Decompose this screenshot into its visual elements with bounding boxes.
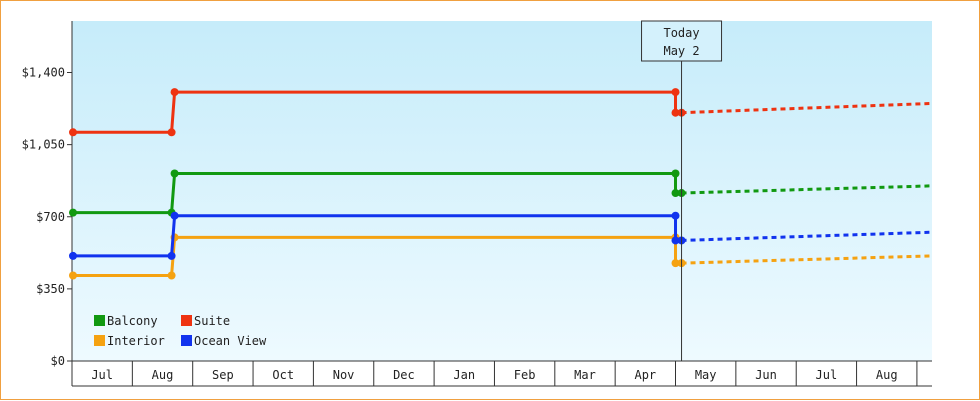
series-point <box>170 211 179 220</box>
legend-swatch <box>181 315 192 326</box>
legend-swatch <box>181 335 192 346</box>
x-tick-label: Jul <box>91 368 113 382</box>
series-point <box>671 169 680 178</box>
y-tick-label: $700 <box>36 210 65 224</box>
series-point <box>170 169 179 178</box>
legend-label: Balcony <box>107 314 158 328</box>
y-tick-label: $1,050 <box>22 138 65 152</box>
series-point <box>69 251 77 260</box>
x-tick-label: Oct <box>272 368 294 382</box>
series-point <box>167 251 176 260</box>
series-forecast-line <box>681 254 933 265</box>
y-tick-label: $1,400 <box>22 66 65 80</box>
series-point <box>69 208 77 217</box>
x-tick-label: Aug <box>876 368 898 382</box>
x-tick-label: Mar <box>574 368 596 382</box>
legend-swatch <box>94 335 105 346</box>
today-date: May 2 <box>663 44 699 58</box>
series-point <box>69 128 77 137</box>
series-point <box>167 128 176 137</box>
series-forecast-line <box>681 184 933 195</box>
series-point <box>69 271 77 280</box>
y-tick-label: $0 <box>51 354 65 368</box>
plot-background <box>72 21 932 361</box>
y-tick-label: $350 <box>36 282 65 296</box>
x-tick-label: Jul <box>816 368 838 382</box>
x-tick-label: Apr <box>634 368 656 382</box>
series-point <box>671 211 680 220</box>
series-point <box>170 88 179 97</box>
legend-label: Ocean View <box>194 334 267 348</box>
x-tick-label: Dec <box>393 368 415 382</box>
x-tick-label: Jan <box>453 368 475 382</box>
today-box <box>641 20 723 62</box>
series-point <box>671 236 680 245</box>
series-forecast-line <box>681 230 933 242</box>
series-point <box>671 189 680 198</box>
x-tick-label: Sep <box>212 368 234 382</box>
legend-label: Suite <box>194 314 230 328</box>
x-tick-label: Feb <box>514 368 536 382</box>
series-forecast-line <box>681 101 933 115</box>
series-point <box>167 271 176 280</box>
series-point <box>671 259 680 268</box>
series-point <box>671 88 680 97</box>
today-label: Today <box>663 26 699 40</box>
x-tick-label: May <box>695 368 717 382</box>
x-tick-label: Aug <box>152 368 174 382</box>
x-tick-label: Jun <box>755 368 777 382</box>
series-point <box>671 108 680 117</box>
x-tick-label: Nov <box>333 368 355 382</box>
legend-swatch <box>94 315 105 326</box>
legend-label: Interior <box>107 334 165 348</box>
